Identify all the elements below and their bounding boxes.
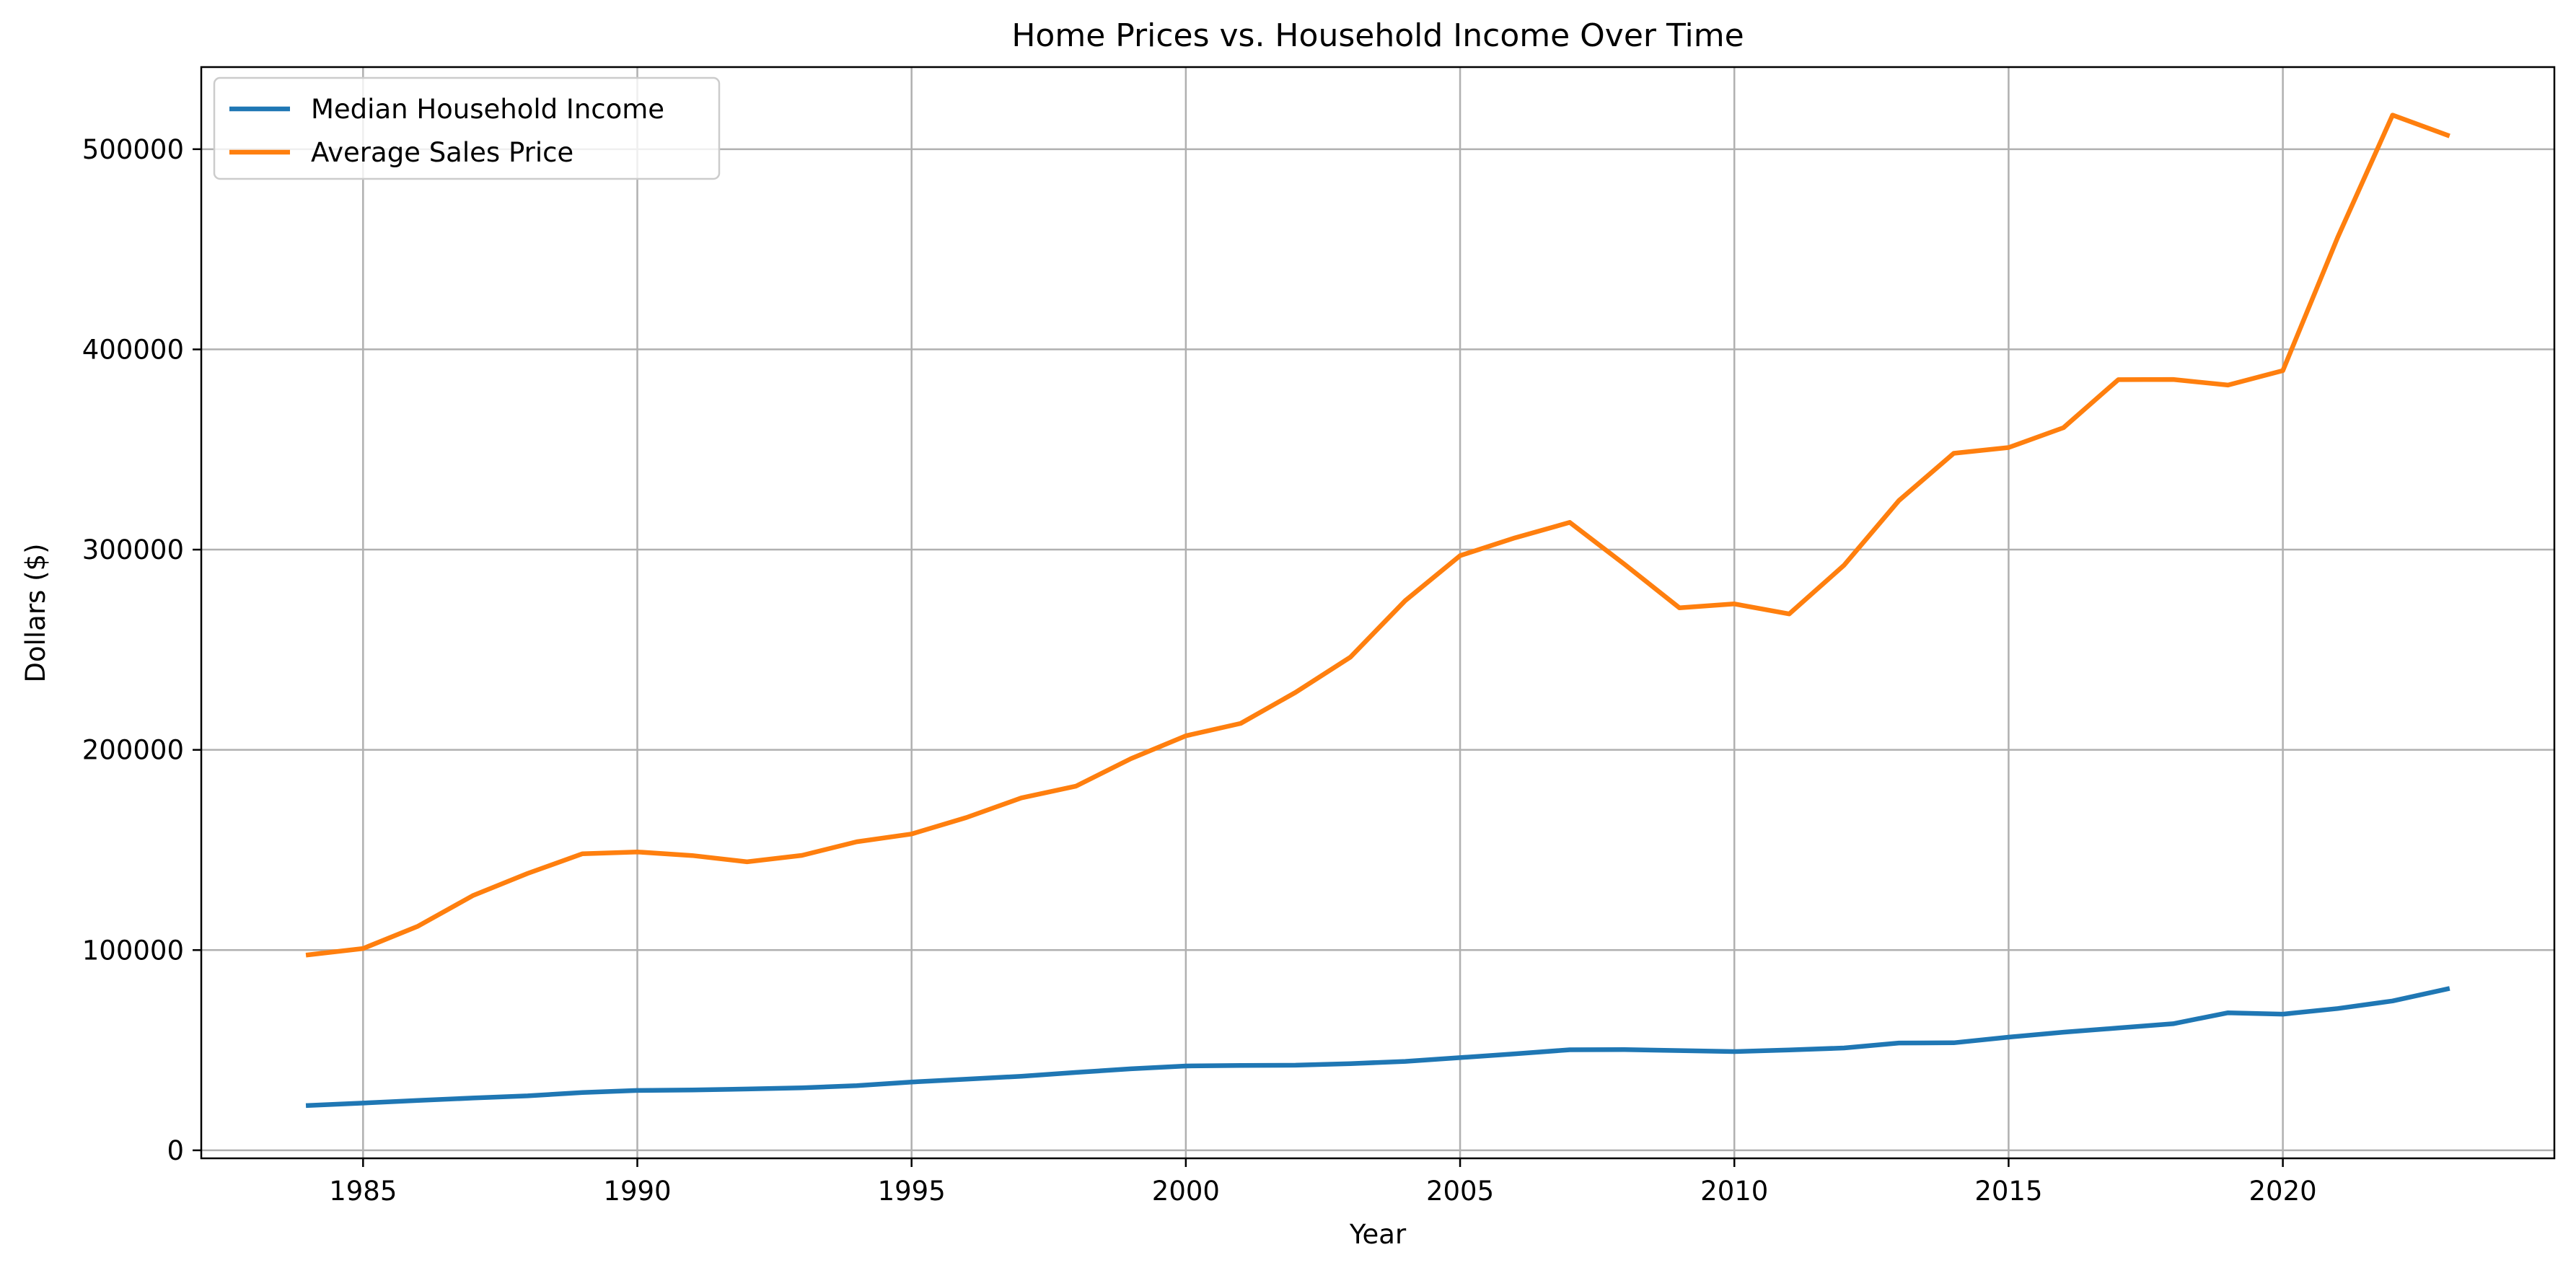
x-tick-label: 1995 bbox=[878, 1176, 946, 1207]
grid-lines bbox=[201, 67, 2554, 1158]
series-line-0 bbox=[305, 986, 2450, 1109]
series-lines bbox=[305, 113, 2450, 1109]
y-tick-label: 200000 bbox=[82, 735, 184, 766]
y-tick-label: 100000 bbox=[82, 935, 184, 966]
series-line-1 bbox=[305, 113, 2450, 958]
y-axis-label: Dollars ($) bbox=[20, 543, 51, 682]
y-tick-label: 0 bbox=[167, 1135, 184, 1166]
legend-label-0: Median Household Income bbox=[311, 94, 664, 125]
x-tick-label: 2020 bbox=[2249, 1176, 2317, 1207]
plot-frame bbox=[200, 66, 2556, 1160]
x-tick-label: 1985 bbox=[329, 1176, 397, 1207]
y-tick-label: 400000 bbox=[82, 334, 184, 365]
chart-title: Home Prices vs. Household Income Over Ti… bbox=[1011, 17, 1744, 54]
y-tick-label: 300000 bbox=[82, 534, 184, 565]
x-axis-label: Year bbox=[1349, 1219, 1407, 1250]
y-tick-label: 500000 bbox=[82, 134, 184, 165]
x-tick-label: 1990 bbox=[603, 1176, 671, 1207]
x-tick-label: 2015 bbox=[1974, 1176, 2042, 1207]
y-axis: 0 100000 200000 300000 400000 500000 bbox=[82, 134, 201, 1166]
legend-label-1: Average Sales Price bbox=[311, 137, 573, 168]
x-tick-label: 2010 bbox=[1700, 1176, 1768, 1207]
x-tick-label: 2000 bbox=[1152, 1176, 1220, 1207]
legend-box bbox=[213, 76, 721, 180]
legend: Median Household Income Average Sales Pri… bbox=[213, 76, 721, 180]
x-axis: 1985 1990 1995 2000 2005 2010 2015 2020 bbox=[329, 1158, 2317, 1207]
x-tick-label: 2005 bbox=[1426, 1176, 1494, 1207]
